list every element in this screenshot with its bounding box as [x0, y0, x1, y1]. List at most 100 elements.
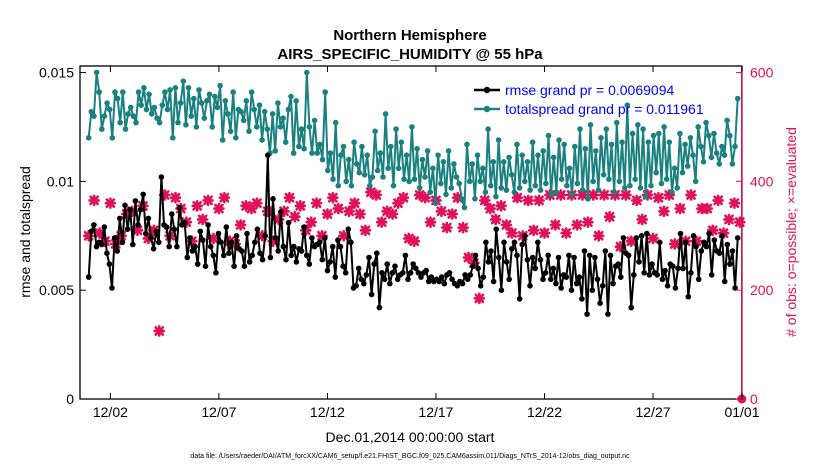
- totalspread-point: [212, 93, 218, 100]
- obs-count-marker: [267, 235, 279, 248]
- totalspread-point: [637, 185, 644, 191]
- obs-count-marker: [348, 197, 361, 209]
- totalspread-point: [106, 106, 113, 113]
- totalspread-point: [438, 180, 444, 187]
- obs-count-marker: [82, 229, 95, 242]
- totalspread-point: [120, 89, 126, 95]
- totalspread-point: [635, 122, 641, 128]
- totalspread-point: [706, 132, 712, 139]
- totalspread-point: [459, 196, 465, 202]
- rmse-point: [104, 250, 110, 256]
- rmse-point: [690, 233, 697, 239]
- rmse-point: [483, 239, 489, 246]
- totalspread-point: [585, 196, 591, 202]
- obs-count-marker: [185, 235, 198, 248]
- totalspread-point: [330, 176, 336, 182]
- totalspread-point: [304, 69, 310, 76]
- obs-count-marker: [375, 216, 388, 228]
- rmse-point: [472, 252, 479, 259]
- totalspread-point: [703, 119, 709, 126]
- totalspread-point: [598, 135, 604, 141]
- obs-count-marker: [527, 224, 540, 237]
- rmse-point: [703, 243, 710, 250]
- totalspread-point: [141, 85, 147, 91]
- obs-count-marker: [137, 200, 149, 212]
- rmse-point: [425, 278, 432, 285]
- rmse-point: [91, 222, 97, 228]
- obs-count-marker: [278, 205, 290, 218]
- obs-count-marker: [495, 200, 507, 212]
- rmse-point: [322, 235, 328, 241]
- rmse-point: [540, 276, 546, 283]
- totalspread-point: [540, 148, 546, 154]
- totalspread-point: [288, 93, 294, 100]
- totalspread-point: [732, 143, 738, 150]
- totalspread-point: [385, 165, 392, 172]
- rmse-point: [205, 222, 211, 228]
- obs-count-marker: [343, 205, 355, 218]
- totalspread-point: [180, 78, 187, 84]
- rmse-point: [446, 270, 453, 276]
- totalspread-point: [445, 148, 452, 154]
- rmse-point: [571, 254, 577, 261]
- totalspread-point: [621, 185, 628, 191]
- totalspread-point: [480, 165, 486, 172]
- totalspread-point: [700, 159, 707, 165]
- obs-count-marker: [717, 227, 730, 239]
- obs-count-marker: [332, 202, 345, 215]
- totalspread-point: [143, 106, 150, 113]
- rmse-point: [156, 239, 162, 246]
- obs-count-marker: [191, 200, 204, 212]
- rmse-point: [226, 250, 232, 256]
- totalspread-point: [469, 161, 476, 167]
- obs-count-marker: [614, 240, 627, 253]
- rmse-point: [366, 254, 372, 261]
- y-axis-right: 0 200 400 600: [736, 65, 774, 407]
- totalspread-point: [227, 128, 234, 135]
- rmse-point: [291, 243, 297, 250]
- totalspread-point: [406, 178, 413, 185]
- totalspread-point: [217, 82, 223, 89]
- totalspread-point: [364, 152, 371, 158]
- obs-count-marker: [690, 235, 703, 248]
- rmse-point: [646, 272, 653, 278]
- totalspread-point: [398, 139, 405, 145]
- totalspread-point: [653, 169, 659, 176]
- totalspread-point: [156, 119, 163, 126]
- totalspread-point: [503, 187, 510, 193]
- rmse-point: [374, 250, 380, 256]
- rmse-point: [657, 239, 663, 246]
- totalspread-point: [167, 87, 173, 93]
- rmse-point: [672, 285, 679, 291]
- totalspread-point: [380, 174, 386, 180]
- rmse-point: [117, 215, 123, 222]
- rmse-point: [524, 256, 531, 263]
- rmse-point: [135, 222, 141, 228]
- x-tick-label: 12/02: [93, 404, 128, 420]
- x-tick-label: 12/27: [635, 404, 670, 420]
- y-axis-left: 0 0.005 0.01 0.015: [39, 65, 86, 407]
- rmse-point: [454, 283, 461, 289]
- totalspread-point: [327, 150, 334, 156]
- legend-rmse-label: rmse grand pr = 0.0069094: [505, 82, 674, 98]
- obs-count-marker: [283, 191, 296, 204]
- obs-count-marker: [701, 202, 714, 215]
- obs-count-marker: [549, 219, 562, 231]
- totalspread-point: [432, 200, 439, 206]
- rmse-point: [477, 283, 484, 289]
- totalspread-point: [395, 165, 402, 172]
- rmse-point: [516, 296, 523, 302]
- rmse-point: [514, 252, 520, 259]
- totalspread-point: [695, 124, 701, 130]
- totalspread-point: [133, 119, 139, 126]
- totalspread-point: [351, 139, 357, 145]
- rmse-point: [353, 283, 359, 289]
- rmse-point: [148, 235, 154, 241]
- totalspread-point: [603, 126, 610, 132]
- rmse-point: [288, 252, 295, 259]
- rmse-point: [101, 224, 108, 230]
- obs-count-marker: [511, 191, 524, 204]
- totalspread-point: [238, 108, 244, 115]
- totalspread-point: [642, 193, 649, 200]
